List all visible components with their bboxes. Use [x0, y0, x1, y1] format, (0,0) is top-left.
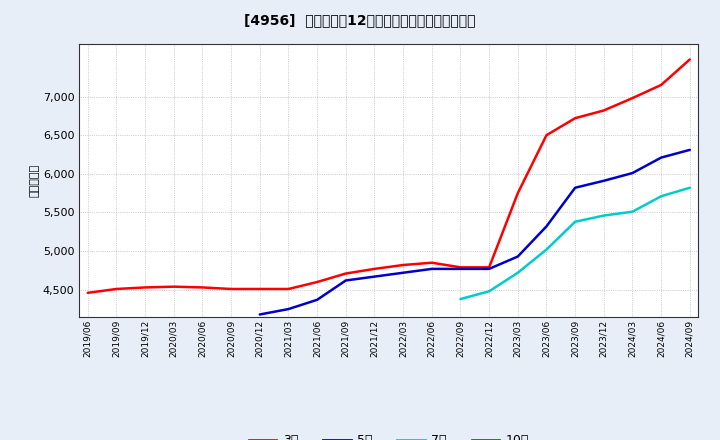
- 3年: [542, 132, 551, 138]
- 3年: [84, 290, 92, 296]
- 3年: [600, 108, 608, 113]
- Line: 7年: 7年: [461, 188, 690, 299]
- 5年: [657, 155, 665, 160]
- 3年: [227, 286, 235, 292]
- 7年: [513, 270, 522, 275]
- Line: 3年: 3年: [88, 59, 690, 293]
- 3年: [141, 285, 150, 290]
- 7年: [600, 213, 608, 218]
- 7年: [571, 219, 580, 224]
- 5年: [256, 312, 264, 317]
- Legend: 3年, 5年, 7年, 10年: 3年, 5年, 7年, 10年: [244, 429, 534, 440]
- 5年: [456, 266, 465, 271]
- Line: 5年: 5年: [260, 150, 690, 315]
- 5年: [628, 170, 636, 176]
- 3年: [399, 262, 408, 268]
- 3年: [256, 286, 264, 292]
- 5年: [370, 274, 379, 279]
- 5年: [399, 270, 408, 275]
- 5年: [685, 147, 694, 153]
- Y-axis label: （百万円）: （百万円）: [30, 164, 40, 197]
- 3年: [571, 116, 580, 121]
- Text: [4956]  当期純利益12か月移動合計の平均値の推移: [4956] 当期純利益12か月移動合計の平均値の推移: [244, 13, 476, 27]
- 3年: [341, 271, 350, 276]
- 3年: [169, 284, 178, 290]
- 7年: [685, 185, 694, 191]
- 7年: [657, 194, 665, 199]
- 3年: [485, 265, 493, 270]
- 7年: [485, 289, 493, 294]
- 7年: [628, 209, 636, 214]
- 5年: [428, 266, 436, 271]
- 3年: [284, 286, 293, 292]
- 5年: [571, 185, 580, 191]
- 7年: [456, 297, 465, 302]
- 3年: [456, 265, 465, 270]
- 3年: [198, 285, 207, 290]
- 5年: [600, 178, 608, 183]
- 5年: [312, 297, 321, 302]
- 3年: [112, 286, 121, 292]
- 5年: [513, 254, 522, 259]
- 5年: [485, 266, 493, 271]
- 3年: [657, 82, 665, 88]
- 3年: [428, 260, 436, 265]
- 3年: [628, 95, 636, 101]
- 7年: [542, 247, 551, 252]
- 5年: [341, 278, 350, 283]
- 3年: [513, 191, 522, 196]
- 3年: [370, 266, 379, 271]
- 3年: [312, 279, 321, 285]
- 5年: [284, 306, 293, 312]
- 3年: [685, 57, 694, 62]
- 5年: [542, 224, 551, 229]
